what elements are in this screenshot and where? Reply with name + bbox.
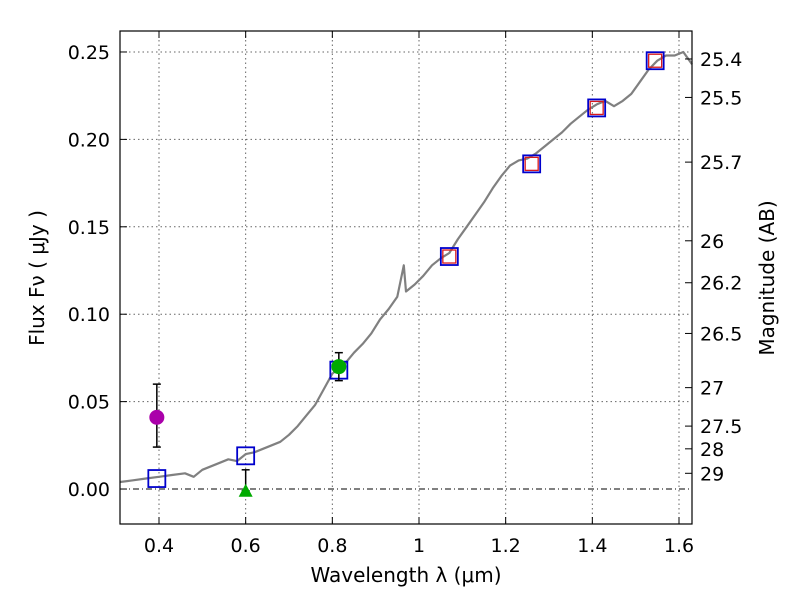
grid [120, 31, 692, 524]
model-band-flux-point [589, 100, 604, 116]
observed-band-flux-point [522, 154, 542, 174]
observed-band-flux-point [236, 446, 256, 466]
x-tick-label: 1.4 [577, 535, 607, 557]
right-tick-label: 28 [700, 439, 724, 461]
measurement-green-point [331, 359, 347, 375]
measurement-violet-point [149, 409, 165, 425]
marker-series [147, 51, 665, 497]
model-band-flux-point [524, 156, 539, 172]
model-band-flux-point [648, 53, 663, 68]
right-tick-label: 25.4 [700, 49, 742, 71]
y-tick-label: 0.25 [68, 42, 110, 64]
upper-limit-green-point [238, 483, 253, 497]
right-axis-title: Magnitude (AB) [755, 200, 779, 355]
right-tick-label: 25.5 [700, 87, 742, 109]
x-axis-title: Wavelength λ (μm) [310, 563, 501, 587]
y-tick-label: 0.15 [68, 217, 110, 239]
right-tick-label: 26.2 [700, 273, 742, 295]
plot-frame [119, 30, 693, 525]
x-tick-label: 0.4 [144, 535, 174, 557]
observed-band-flux-point [587, 98, 607, 118]
right-tick-label: 26.5 [700, 323, 742, 345]
x-tick-label: 0.6 [231, 535, 261, 557]
observed-band-flux-point [645, 51, 665, 71]
x-tick-label: 1.6 [664, 535, 694, 557]
right-tick-label: 29 [700, 463, 724, 485]
right-tick-label: 26 [700, 231, 724, 253]
observed-band-flux-point [147, 469, 167, 488]
spectrum-series [119, 50, 693, 484]
x-tick-label: 1.2 [491, 535, 521, 557]
y-tick-label: 0.20 [68, 129, 110, 151]
y-tick-label: 0.10 [68, 304, 110, 326]
ticks: 0.4 0.6 0.8 1 1.2 1.4 1.6 0.00 0.05 0.10 0.15 0.20 0… [68, 31, 742, 557]
right-tick-label: 25.7 [700, 152, 742, 174]
y-tick-label: 0.00 [68, 479, 110, 501]
right-tick-label: 27 [700, 378, 724, 400]
x-tick-label: 1 [413, 535, 425, 557]
right-tick-label: 27.5 [700, 416, 742, 438]
observed-band-flux-point [439, 247, 459, 266]
y-axis-title: Flux Fν ( μJy ) [25, 210, 49, 346]
model-band-flux-point [442, 249, 457, 264]
y-tick-label: 0.05 [68, 392, 110, 414]
model-spectrum-line [119, 50, 693, 484]
x-tick-label: 0.8 [317, 535, 347, 557]
